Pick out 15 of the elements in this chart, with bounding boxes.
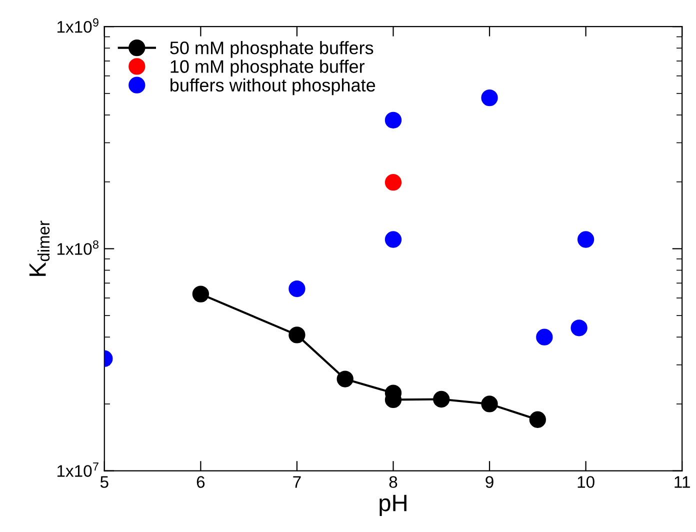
x-tick-label: 9 [486,476,494,488]
x-tick-label: 6 [196,476,205,488]
y-tick-label: 1x10$^{7}$ [57,462,98,477]
x-tick-label: 10 [578,476,594,488]
x-axis-title: pH [380,494,406,516]
x-tick-label: 7 [293,476,301,488]
legend-label: 50 mM phosphate buffers [170,41,374,58]
x-tick-label: 8 [389,476,398,488]
y-tick-label: 1x10$^{9}$ [57,18,98,33]
x-tick-label: 5 [100,476,108,488]
legend-label: 10 mM phosphate buffer [170,60,365,77]
x-tick-label: 11 [674,476,690,488]
y-tick-label: 1x10$^{8}$ [57,240,98,255]
y-axis-title: K$_{dimer}$ [29,220,50,276]
legend-label: buffers without phosphate [170,78,376,96]
